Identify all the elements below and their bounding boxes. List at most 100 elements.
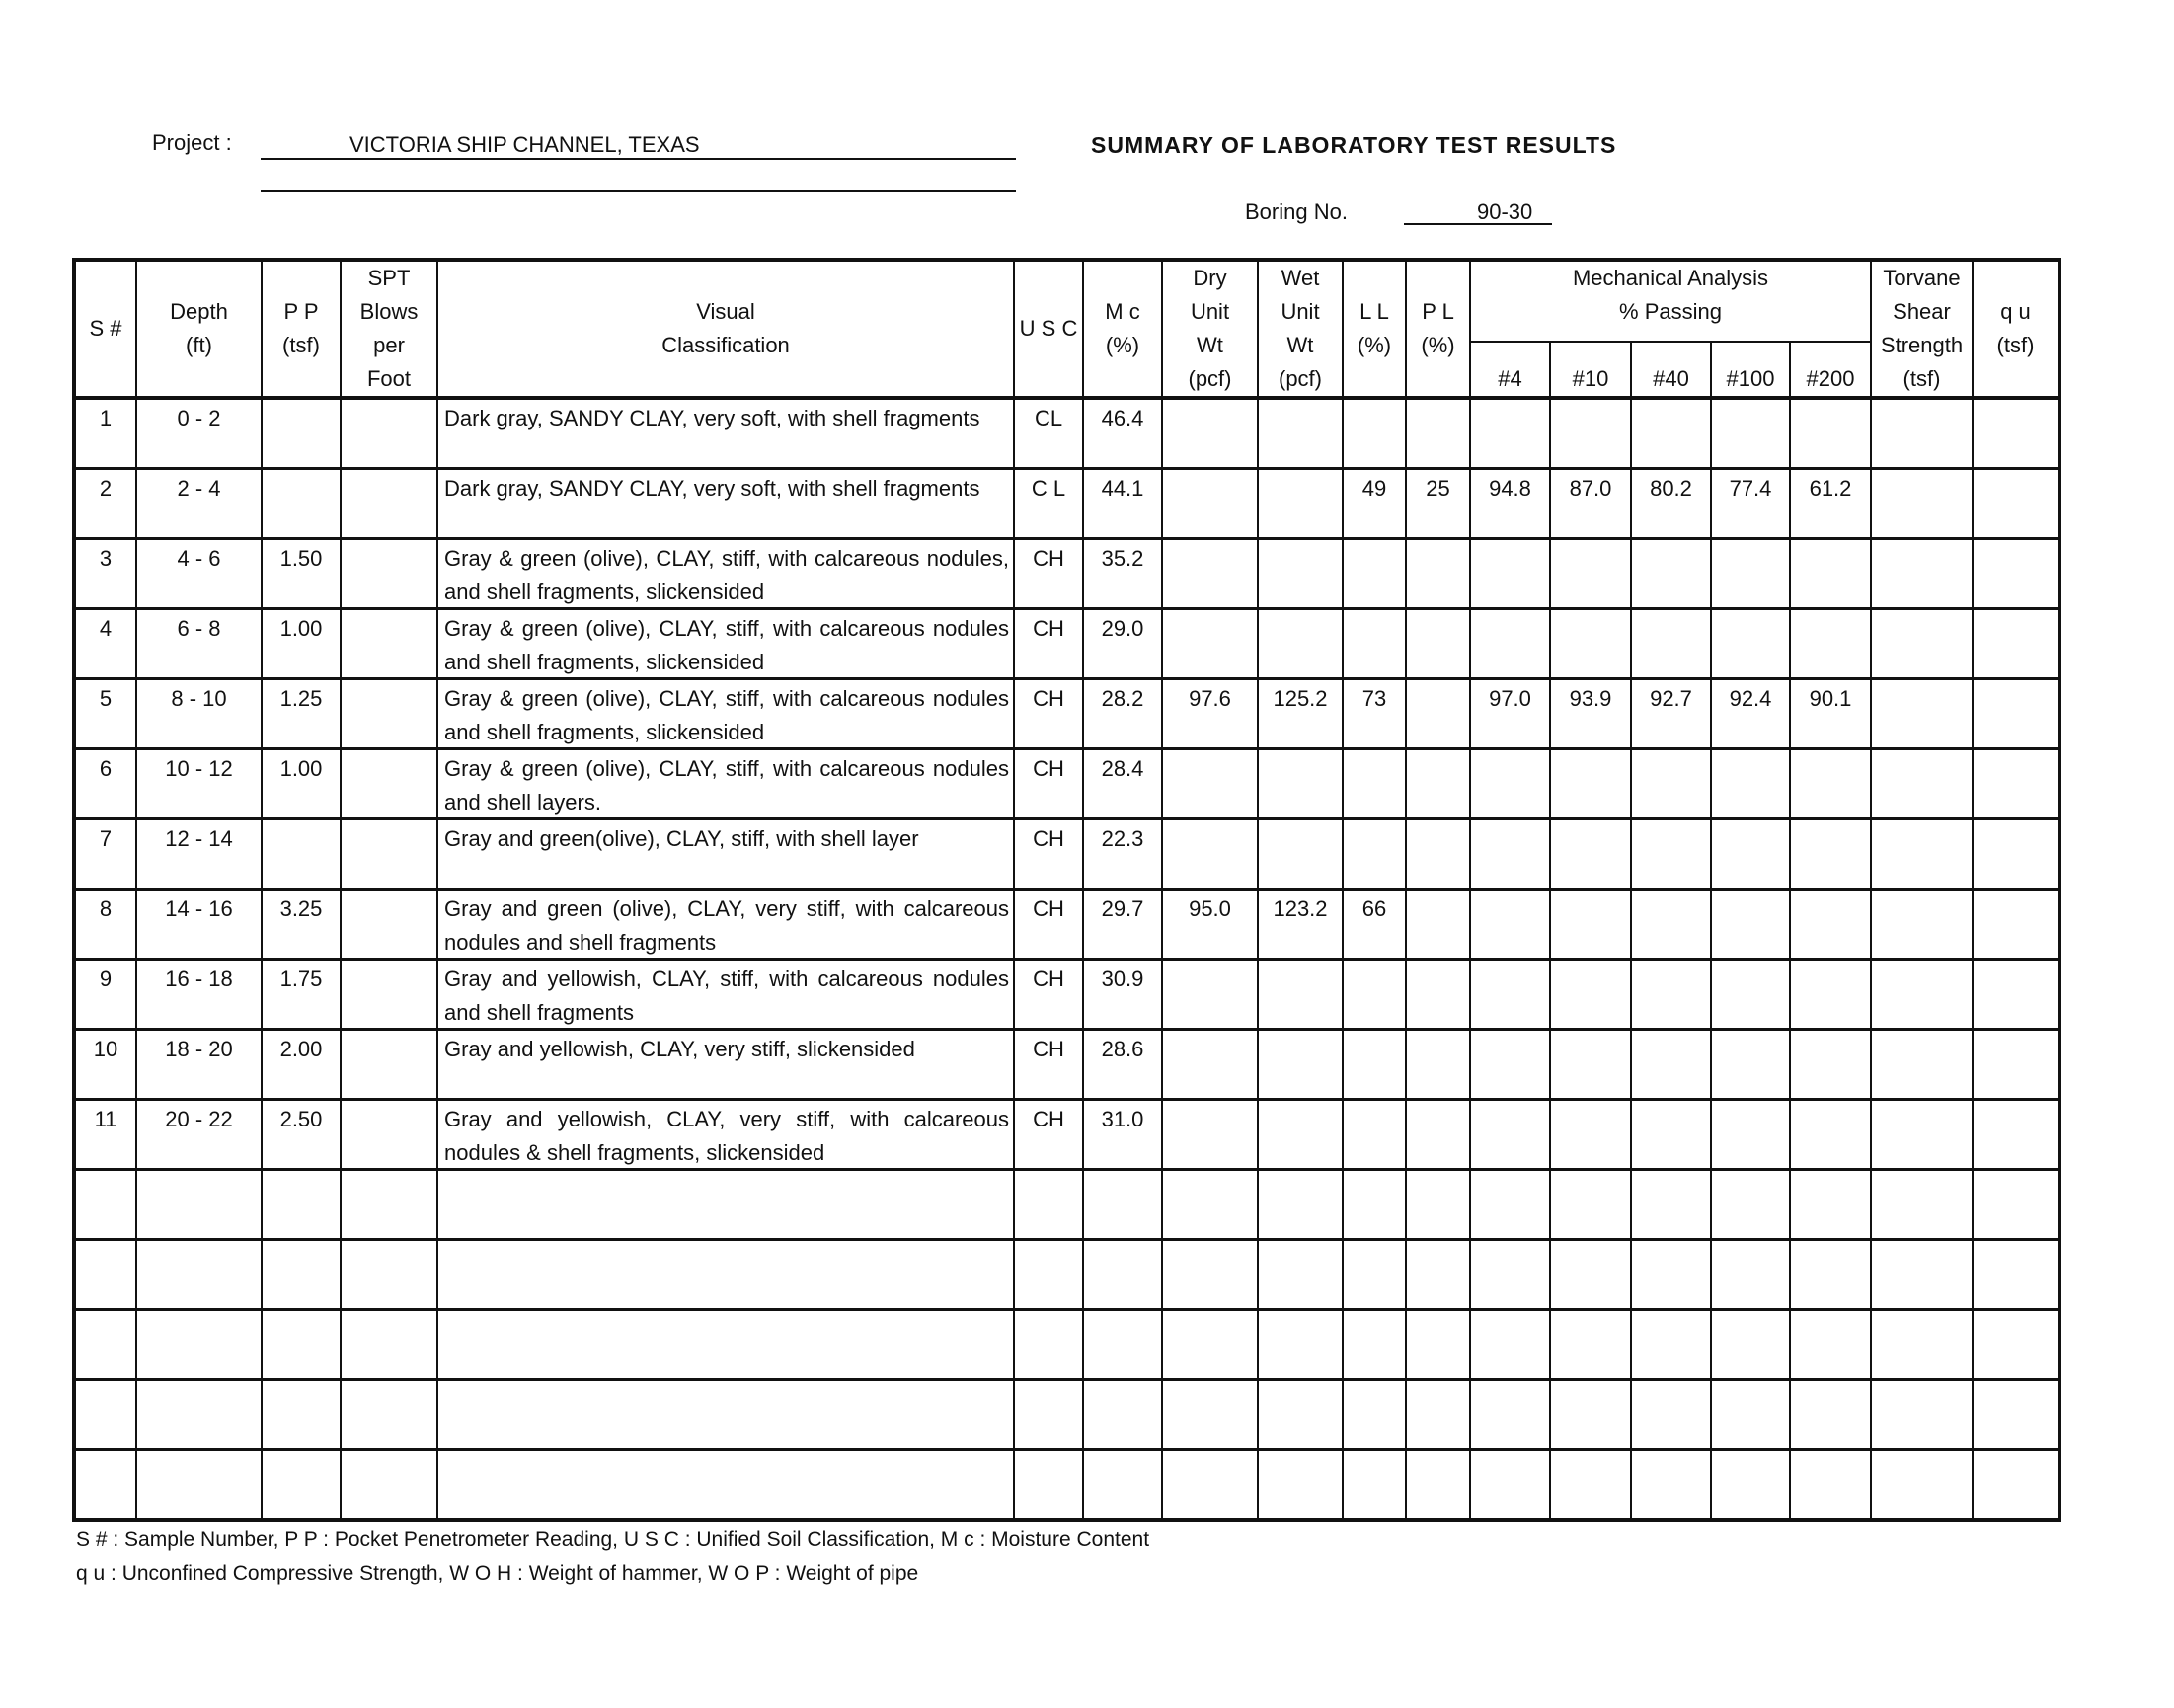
header-line: Foot	[366, 366, 412, 391]
table-row	[73, 1308, 2060, 1381]
header-line: (%)	[1357, 333, 1392, 357]
cell-depth: 4 - 6	[135, 537, 263, 610]
cell-ll	[1342, 1308, 1407, 1381]
cell-desc: Dark gray, SANDY CLAY, very soft, with s…	[436, 397, 1015, 470]
header-line: Depth	[170, 299, 228, 324]
header-line: Wet	[1281, 266, 1320, 290]
col-ll: L L (%)	[1342, 259, 1407, 399]
cell-s: 2	[73, 467, 137, 540]
cell-usc: CL	[1013, 397, 1084, 470]
cell-usc: CH	[1013, 677, 1084, 750]
cell-s	[73, 1168, 137, 1241]
desc-text: Dark gray, SANDY CLAY, very soft, with s…	[444, 476, 980, 501]
cell-pp	[261, 1378, 342, 1451]
cell-pl	[1405, 1028, 1471, 1101]
col-qu: q u (tsf)	[1972, 259, 2060, 399]
cell-ll	[1342, 1238, 1407, 1311]
cell-desc: Gray & green (olive), CLAY, stiff, with …	[436, 747, 1015, 820]
cell-p10	[1549, 958, 1632, 1031]
cell-qu	[1972, 607, 2060, 680]
cell-dry	[1161, 1168, 1259, 1241]
cell-p40	[1630, 817, 1712, 891]
boring-value: 90-30	[1477, 199, 1533, 224]
cell-p10	[1549, 817, 1632, 891]
cell-pp: 2.50	[261, 1098, 342, 1171]
cell-p100	[1710, 397, 1791, 470]
col-sieve: #4	[1469, 340, 1551, 400]
cell-p40: 80.2	[1630, 467, 1712, 540]
cell-wet	[1257, 817, 1344, 891]
cell-dry	[1161, 607, 1259, 680]
cell-s	[73, 1238, 137, 1311]
cell-tv	[1870, 1028, 1974, 1101]
cell-pp	[261, 1448, 342, 1521]
cell-dry	[1161, 1308, 1259, 1381]
cell-dry: 97.6	[1161, 677, 1259, 750]
cell-p10	[1549, 1448, 1632, 1521]
cell-tv	[1870, 1448, 1974, 1521]
table-row: 7 12 - 14 Gray and green(olive), CLAY, sti…	[73, 817, 2060, 891]
header-line: Wt	[1197, 333, 1223, 357]
cell-desc: Gray & green (olive), CLAY, stiff, with …	[436, 677, 1015, 750]
cell-p4	[1469, 1448, 1551, 1521]
lab-results-table: S # Depth (ft) P P (tsf) SPT Blows per Foot Visua…	[72, 258, 2061, 1522]
header-line: (ft)	[186, 333, 212, 357]
cell-mc: 28.6	[1082, 1028, 1163, 1101]
table-row	[73, 1238, 2060, 1311]
cell-pp: 1.00	[261, 607, 342, 680]
project-underline	[261, 158, 1016, 160]
cell-tv	[1870, 677, 1974, 750]
cell-wet	[1257, 958, 1344, 1031]
cell-p100	[1710, 1238, 1791, 1311]
header-line: (%)	[1421, 333, 1455, 357]
cell-pl	[1405, 888, 1471, 961]
col-pl: P L (%)	[1405, 259, 1471, 399]
cell-depth	[135, 1378, 263, 1451]
col-depth: Depth (ft)	[135, 259, 263, 399]
header-line: M c	[1105, 299, 1140, 324]
cell-p4: 97.0	[1469, 677, 1551, 750]
cell-p10	[1549, 397, 1632, 470]
cell-tv	[1870, 607, 1974, 680]
cell-ll	[1342, 747, 1407, 820]
cell-p100	[1710, 537, 1791, 610]
cell-pp	[261, 1238, 342, 1311]
cell-s: 9	[73, 958, 137, 1031]
cell-desc: Dark gray, SANDY CLAY, very soft, with s…	[436, 467, 1015, 540]
col-mechanical-analysis: Mechanical Analysis % Passing	[1469, 259, 1872, 343]
cell-desc: Gray and green (olive), CLAY, very stiff…	[436, 888, 1015, 961]
cell-depth: 14 - 16	[135, 888, 263, 961]
header-line: (pcf)	[1188, 366, 1232, 391]
cell-wet	[1257, 607, 1344, 680]
col-torvane: Torvane Shear Strength (tsf)	[1870, 259, 1974, 399]
cell-pp: 1.75	[261, 958, 342, 1031]
cell-p10: 93.9	[1549, 677, 1632, 750]
header-line: Unit	[1190, 299, 1230, 324]
cell-depth: 8 - 10	[135, 677, 263, 750]
cell-p10	[1549, 1378, 1632, 1451]
header-line: per	[373, 333, 405, 357]
desc-text	[444, 1313, 1009, 1378]
cell-p10	[1549, 1098, 1632, 1171]
cell-qu	[1972, 958, 2060, 1031]
cell-p10	[1549, 537, 1632, 610]
cell-usc	[1013, 1168, 1084, 1241]
cell-p100	[1710, 1168, 1791, 1241]
header-line: (tsf)	[1902, 366, 1941, 391]
cell-spt	[340, 537, 438, 610]
cell-p200	[1789, 888, 1872, 961]
cell-mc	[1082, 1238, 1163, 1311]
col-sieve: #100	[1710, 340, 1791, 400]
cell-p4	[1469, 537, 1551, 610]
cell-qu	[1972, 537, 2060, 610]
header-line: Blows	[359, 299, 419, 324]
cell-ll	[1342, 958, 1407, 1031]
cell-pl	[1405, 1238, 1471, 1311]
header-line: Unit	[1281, 299, 1320, 324]
cell-spt	[340, 607, 438, 680]
cell-p40	[1630, 1308, 1712, 1381]
cell-usc: CH	[1013, 958, 1084, 1031]
